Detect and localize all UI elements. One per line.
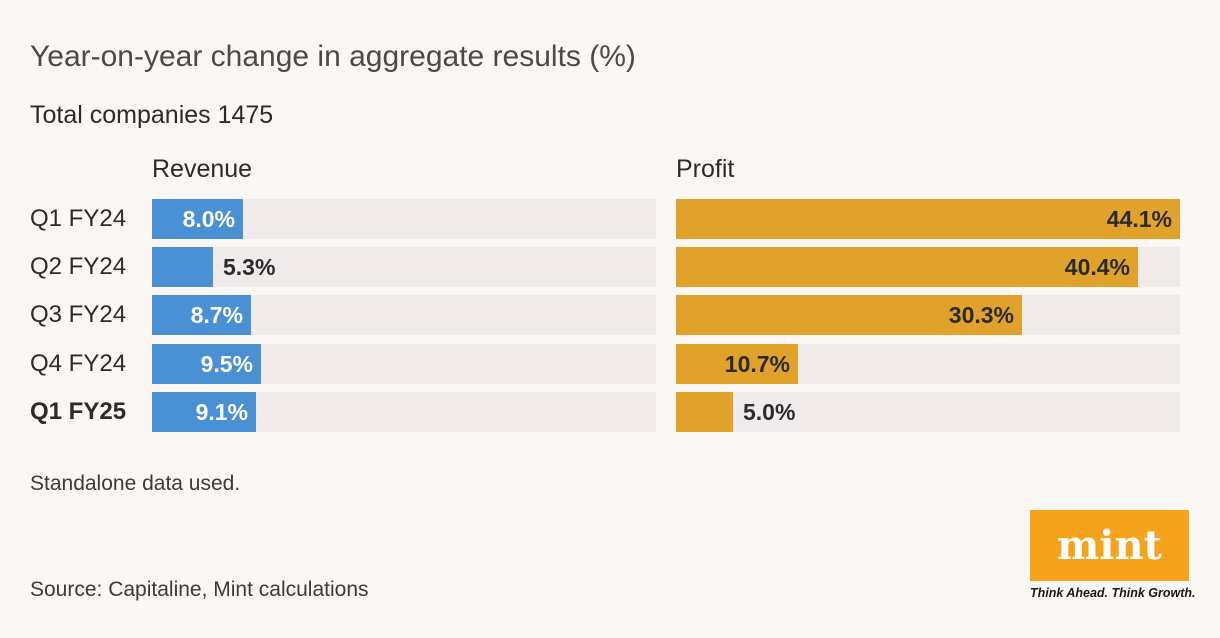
row-label: Q2 FY24: [30, 253, 127, 280]
profit-value-label: 5.0%: [743, 399, 796, 425]
revenue-value-label: 9.5%: [200, 351, 253, 377]
profit-bar: [676, 295, 1022, 335]
profit-bar-track: 5.0%: [676, 392, 1180, 432]
revenue-value-label: 8.7%: [190, 302, 243, 328]
revenue-value-label: 9.1%: [195, 399, 248, 425]
revenue-value-label: 5.3%: [223, 254, 276, 280]
profit-value-label: 40.4%: [1064, 254, 1130, 280]
row-label: Q4 FY24: [30, 350, 127, 377]
panel-title-profit: Profit: [676, 155, 735, 183]
mint-tagline: Think Ahead. Think Growth.: [1030, 586, 1196, 600]
revenue-bar: [152, 392, 256, 432]
source-note: Source: Capitaline, Mint calculations: [30, 578, 369, 601]
revenue-value-label: 8.0%: [182, 206, 235, 232]
panel-title-revenue: Revenue: [152, 155, 253, 183]
revenue-bar-track: 8.0%: [152, 199, 656, 239]
profit-bar: [676, 392, 733, 432]
footnote: Standalone data used.: [30, 472, 241, 495]
profit-bar: [676, 199, 1180, 239]
mint-logo: mint: [1030, 510, 1189, 581]
profit-bar: [676, 344, 798, 384]
profit-value-label: 10.7%: [724, 351, 790, 377]
revenue-bar: [152, 247, 213, 287]
row-label: Q1 FY24: [30, 205, 127, 232]
row-label: Q3 FY24: [30, 301, 127, 328]
revenue-bar: [152, 199, 243, 239]
row-label: Q1 FY25: [30, 398, 127, 425]
chart-title: Year-on-year change in aggregate results…: [30, 40, 636, 73]
revenue-bar-track: 5.3%: [152, 247, 656, 287]
revenue-bar-track: 9.1%: [152, 392, 656, 432]
profit-bar-track: 30.3%: [676, 295, 1180, 335]
revenue-bar: [152, 295, 251, 335]
profit-value-label: 30.3%: [948, 302, 1014, 328]
profit-bar-track: 10.7%: [676, 344, 1180, 384]
revenue-bar-track: 8.7%: [152, 295, 656, 335]
mint-logo-word: mint: [1056, 522, 1163, 569]
profit-bar-track: 40.4%: [676, 247, 1180, 287]
chart-subtitle: Total companies 1475: [30, 101, 274, 129]
profit-bar: [676, 247, 1138, 287]
revenue-bar-track: 9.5%: [152, 344, 656, 384]
profit-bar-track: 44.1%: [676, 199, 1180, 239]
revenue-bar: [152, 344, 261, 384]
profit-value-label: 44.1%: [1106, 206, 1172, 232]
